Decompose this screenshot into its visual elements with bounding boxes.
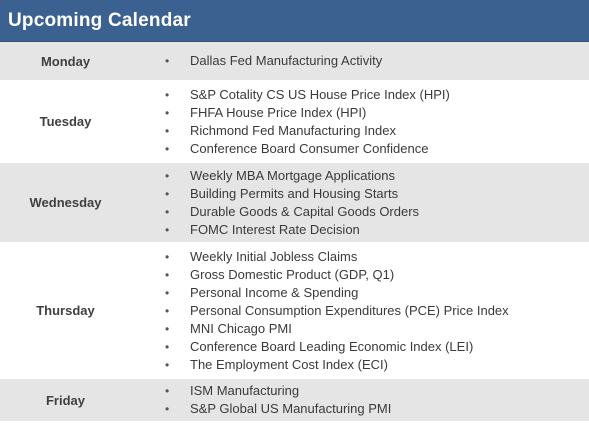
event-label: Durable Goods & Capital Goods Orders xyxy=(190,203,420,219)
event-list: • S&P Cotality CS US House Price Index (H… xyxy=(131,82,450,161)
bullet-icon: • xyxy=(165,249,170,264)
calendar-row-thursday: Thursday • Weekly Initial Jobless Claims • G… xyxy=(0,244,589,379)
event-item: • S&P Global US Manufacturing PMI xyxy=(131,400,391,418)
event-item: • Weekly MBA Mortgage Applications xyxy=(131,167,419,185)
calendar-header: Upcoming Calendar xyxy=(0,0,589,42)
event-label: ISM Manufacturing xyxy=(190,383,300,398)
event-item: • Weekly Initial Jobless Claims xyxy=(131,248,509,266)
event-list: • Dallas Fed Manufacturing Activity xyxy=(131,42,382,80)
bullet-icon: • xyxy=(165,168,170,183)
event-item: • Personal Income & Spending xyxy=(131,284,509,302)
event-label: Conference Board Consumer Confidence xyxy=(190,140,429,156)
day-label: Wednesday xyxy=(29,195,102,210)
bullet-icon: • xyxy=(165,303,170,318)
event-label: Weekly Initial Jobless Claims xyxy=(190,248,358,264)
day-label: Friday xyxy=(45,392,85,408)
event-item: • ISM Manufacturing xyxy=(131,382,391,400)
calendar-row-wednesday: Wednesday • Weekly MBA Mortgage Applicatio… xyxy=(0,163,589,244)
event-label: S&P Global US Manufacturing PMI xyxy=(190,401,392,416)
event-item: • Conference Board Consumer Confidence xyxy=(131,140,450,158)
bullet-icon: • xyxy=(165,186,170,201)
event-item: • Richmond Fed Manufacturing Index xyxy=(131,122,450,140)
event-label: Dallas Fed Manufacturing Activity xyxy=(190,53,383,68)
event-label: MNI Chicago PMI xyxy=(190,320,292,336)
event-item: • Personal Consumption Expenditures (PCE)… xyxy=(131,302,509,320)
bullet-icon: • xyxy=(165,384,170,398)
event-list: • Weekly MBA Mortgage Applications • Buildi… xyxy=(131,163,419,242)
event-item: • S&P Cotality CS US House Price Index (H… xyxy=(131,86,450,104)
event-label: Weekly MBA Mortgage Applications xyxy=(190,167,395,183)
event-label: FOMC Interest Rate Decision xyxy=(190,221,360,237)
bullet-icon: • xyxy=(165,123,170,138)
event-item: • FHFA House Price Index (HPI) xyxy=(131,104,450,122)
event-item: • Gross Domestic Product (GDP, Q1) xyxy=(131,266,509,284)
bullet-icon: • xyxy=(165,357,170,372)
calendar-row-friday: Friday • ISM Manufacturing • S&P Global US M… xyxy=(0,379,589,423)
event-item: • FOMC Interest Rate Decision xyxy=(131,221,419,239)
event-label: The Employment Cost Index (ECI) xyxy=(190,356,388,372)
bullet-icon: • xyxy=(165,141,170,156)
event-label: Conference Board Leading Economic Index … xyxy=(190,338,474,354)
event-label: S&P Cotality CS US House Price Index (HP… xyxy=(190,86,450,102)
bullet-icon: • xyxy=(165,222,170,237)
event-label: Building Permits and Housing Starts xyxy=(190,185,399,201)
event-item: • Durable Goods & Capital Goods Orders xyxy=(131,203,419,221)
event-item: • Building Permits and Housing Starts xyxy=(131,185,419,203)
bullet-icon: • xyxy=(165,285,170,300)
event-item: • Dallas Fed Manufacturing Activity xyxy=(131,52,382,70)
day-label: Tuesday xyxy=(39,114,92,129)
event-label: Personal Consumption Expenditures (PCE) … xyxy=(190,302,509,318)
event-item: • MNI Chicago PMI xyxy=(131,320,509,338)
event-label: Personal Income & Spending xyxy=(190,284,359,300)
bullet-icon: • xyxy=(165,87,170,102)
calendar-row-monday: Monday • Dallas Fed Manufacturing Activity xyxy=(0,42,589,82)
day-label: Monday xyxy=(40,53,91,69)
calendar-title: Upcoming Calendar xyxy=(8,9,191,31)
event-list: • Weekly Initial Jobless Claims • Gross Dom… xyxy=(131,244,509,377)
day-label: Thursday xyxy=(36,303,95,318)
bullet-icon: • xyxy=(165,402,170,416)
bullet-icon: • xyxy=(165,105,170,120)
bullet-icon: • xyxy=(165,267,170,282)
bullet-icon: • xyxy=(165,54,170,68)
event-list: • ISM Manufacturing • S&P Global US Manufac… xyxy=(131,379,391,421)
calendar-rows: Monday • Dallas Fed Manufacturing Activity… xyxy=(0,42,589,423)
event-label: FHFA House Price Index (HPI) xyxy=(190,104,367,120)
bullet-icon: • xyxy=(165,204,170,219)
event-label: Richmond Fed Manufacturing Index xyxy=(190,122,396,138)
bullet-icon: • xyxy=(165,339,170,354)
event-label: Gross Domestic Product (GDP, Q1) xyxy=(190,266,395,282)
calendar-row-tuesday: Tuesday • S&P Cotality CS US House Price I… xyxy=(0,82,589,163)
bullet-icon: • xyxy=(165,321,170,336)
event-item: • Conference Board Leading Economic Index… xyxy=(131,338,509,356)
event-item: • The Employment Cost Index (ECI) xyxy=(131,356,509,374)
